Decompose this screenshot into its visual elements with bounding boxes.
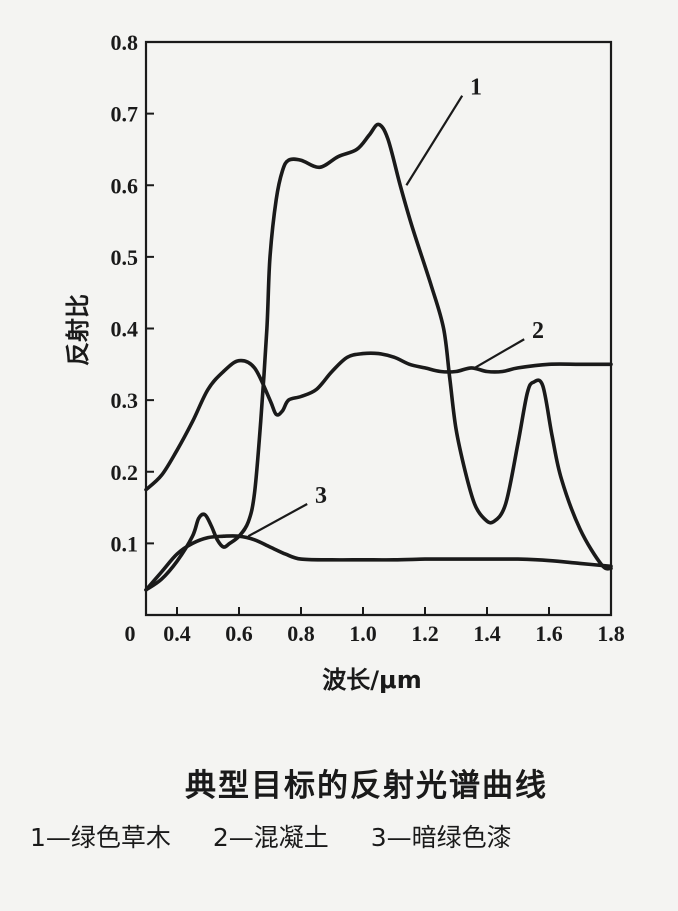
x-tick-label: 1.6 <box>535 621 563 646</box>
series-line-1 <box>144 122 613 592</box>
legend-entry-1: 1—绿色草木 <box>30 823 171 852</box>
series-leader-2 <box>474 338 525 369</box>
y-tick-label: 0.2 <box>111 460 139 485</box>
series-line-3 <box>144 534 613 592</box>
x-axis-title: 波长/μm <box>322 666 421 694</box>
chart-series <box>144 122 613 592</box>
y-tick-label: 0.1 <box>111 531 139 556</box>
series-label-2: 2 <box>532 318 544 344</box>
origin-label: 0 <box>125 621 136 646</box>
y-tick-label: 0.7 <box>111 102 139 127</box>
series-leader-3 <box>247 503 308 538</box>
y-tick-label: 0.8 <box>111 30 139 55</box>
x-tick-label: 1.8 <box>597 621 625 646</box>
x-tick-label: 1.2 <box>411 621 439 646</box>
y-tick-label: 0.3 <box>111 388 139 413</box>
series-label-3: 3 <box>315 483 327 509</box>
series-line-2 <box>144 351 613 492</box>
series-label-1: 1 <box>470 75 482 101</box>
y-axis-title: 反射比 <box>64 294 92 366</box>
x-tick-label: 0.8 <box>287 621 315 646</box>
y-tick-label: 0.6 <box>111 173 139 198</box>
legend-entry-2: 2—混凝土 <box>212 823 329 852</box>
y-tick-label: 0.4 <box>111 317 139 342</box>
x-tick-label: 0.4 <box>163 621 191 646</box>
legend-entry-3: 3—暗绿色漆 <box>370 823 512 852</box>
figure-caption-title: 典型目标的反射光谱曲线 <box>185 768 548 804</box>
reflectance-chart: 0.1 0.2 0.3 0.4 0.5 0.6 0.7 0.8 0.4 0.6 0.8 1.0 1.2 1… <box>64 30 625 694</box>
x-tick-label: 1.4 <box>473 621 501 646</box>
series-leader-1 <box>405 95 464 186</box>
x-tick-label: 1.0 <box>349 621 377 646</box>
y-tick-label: 0.5 <box>111 245 139 270</box>
chart-series-labels: 1 2 3 <box>247 75 544 538</box>
figure-caption-legend: 1—绿色草木 2—混凝土 3—暗绿色漆 <box>30 818 670 854</box>
x-tick-label: 0.6 <box>225 621 253 646</box>
chart-ticks: 0.1 0.2 0.3 0.4 0.5 0.6 0.7 0.8 0.4 0.6 0.8 1.0 1.2 1… <box>111 30 625 646</box>
